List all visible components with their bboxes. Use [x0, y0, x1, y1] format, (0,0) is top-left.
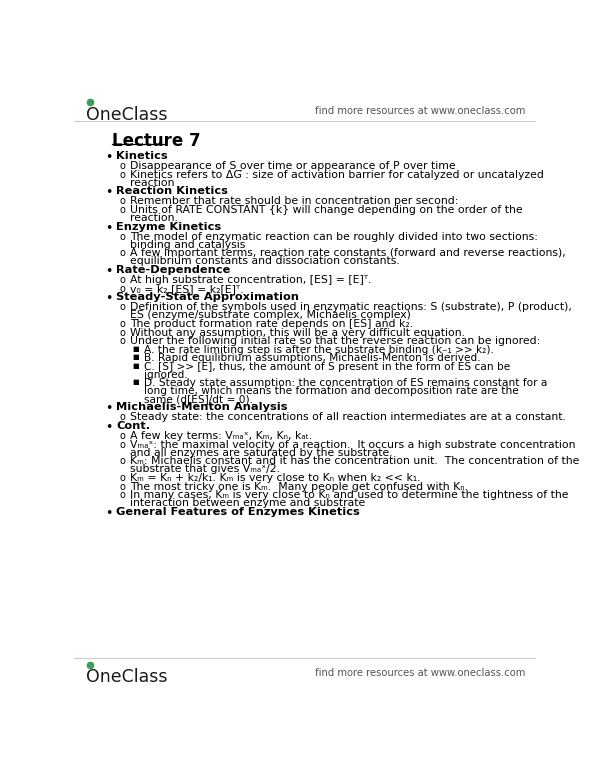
Text: General Features of Enzymes Kinetics: General Features of Enzymes Kinetics	[116, 507, 360, 517]
Text: The most tricky one is Kₘ.  Many people get confused with Kₙ.: The most tricky one is Kₘ. Many people g…	[130, 482, 468, 492]
Text: At high substrate concentration, [ES] = [E]ᵀ.: At high substrate concentration, [ES] = …	[130, 275, 371, 285]
Text: o: o	[120, 196, 125, 206]
Text: Disappearance of S over time or appearance of P over time: Disappearance of S over time or appearan…	[130, 161, 456, 171]
Text: and all enzymes are saturated by the substrate.: and all enzymes are saturated by the sub…	[130, 447, 393, 457]
Text: •: •	[105, 421, 112, 434]
Text: ■: ■	[133, 363, 139, 369]
Text: reaction: reaction	[130, 178, 175, 188]
Text: C. [S] >> [E], thus, the amount of S present in the form of ES can be: C. [S] >> [E], thus, the amount of S pre…	[144, 361, 511, 371]
Text: Lecture 7: Lecture 7	[112, 132, 200, 150]
Text: Rate-Dependence: Rate-Dependence	[116, 265, 231, 275]
Text: ES (enzyme/substrate complex, Michaelis complex): ES (enzyme/substrate complex, Michaelis …	[130, 310, 411, 320]
Text: same (d[ES]/dt = 0).: same (d[ES]/dt = 0).	[144, 394, 253, 404]
Text: •: •	[105, 507, 112, 520]
Text: long time, which means the formation and decomposition rate are the: long time, which means the formation and…	[144, 386, 519, 396]
Text: o: o	[120, 232, 125, 242]
Text: o: o	[120, 482, 125, 492]
Text: o: o	[120, 303, 125, 313]
Text: Units of RATE CONSTANT {k} will change depending on the order of the: Units of RATE CONSTANT {k} will change d…	[130, 205, 523, 215]
Text: o: o	[120, 327, 125, 337]
Text: The model of enzymatic reaction can be roughly divided into two sections:: The model of enzymatic reaction can be r…	[130, 232, 538, 242]
Text: equilibrium constants and dissociation constants.: equilibrium constants and dissociation c…	[130, 256, 400, 266]
Text: Reaction Kinetics: Reaction Kinetics	[116, 186, 228, 196]
Text: Remember that rate should be in concentration per second:: Remember that rate should be in concentr…	[130, 196, 459, 206]
Text: o: o	[120, 319, 125, 329]
Text: B. Rapid equilibrium assumptions, Michaelis-Menton is derived.: B. Rapid equilibrium assumptions, Michae…	[144, 353, 481, 363]
Text: In many cases, Kₘ is very close to Kₙ and used to determine the tightness of the: In many cases, Kₘ is very close to Kₙ an…	[130, 490, 569, 500]
Text: substrate that gives Vₘₐˣ/2.: substrate that gives Vₘₐˣ/2.	[130, 464, 280, 474]
Text: The product formation rate depends on [ES] and k₂.: The product formation rate depends on [E…	[130, 319, 414, 329]
Text: Cont.: Cont.	[116, 421, 151, 431]
Text: Kₘ = Kₙ + k₂/k₁. Kₘ is very close to Kₙ when k₂ << k₁.: Kₘ = Kₙ + k₂/k₁. Kₘ is very close to Kₙ …	[130, 473, 421, 483]
Text: find more resources at www.oneclass.com: find more resources at www.oneclass.com	[315, 668, 525, 678]
Text: •: •	[105, 293, 112, 305]
Text: Steady-State Approximation: Steady-State Approximation	[116, 293, 299, 303]
Text: •: •	[105, 186, 112, 199]
Text: o: o	[120, 336, 125, 346]
Text: •: •	[105, 403, 112, 415]
Text: o: o	[120, 490, 125, 500]
Text: Michaelis-Menton Analysis: Michaelis-Menton Analysis	[116, 403, 288, 413]
Text: o: o	[120, 473, 125, 483]
Text: ignored.: ignored.	[144, 370, 188, 380]
Text: ■: ■	[133, 354, 139, 360]
Text: D. Steady state assumption: the concentration of ES remains constant for a: D. Steady state assumption: the concentr…	[144, 378, 547, 388]
Text: o: o	[120, 169, 125, 179]
Text: A. the rate limiting step is after the substrate binding (k₋₁ >> k₂).: A. the rate limiting step is after the s…	[144, 345, 494, 355]
Text: binding and catalysis: binding and catalysis	[130, 239, 246, 249]
Text: ■: ■	[133, 379, 139, 385]
Text: Kₘ: Michaelis constant and it has the concentration unit.  The concentration of : Kₘ: Michaelis constant and it has the co…	[130, 457, 580, 467]
Text: A few important terms, reaction rate constants (forward and reverse reactions),: A few important terms, reaction rate con…	[130, 248, 566, 258]
Text: Under the following initial rate so that the reverse reaction can be ignored:: Under the following initial rate so that…	[130, 336, 540, 346]
Text: Enzyme Kinetics: Enzyme Kinetics	[116, 222, 221, 232]
Text: o: o	[120, 431, 125, 441]
Text: find more resources at www.oneclass.com: find more resources at www.oneclass.com	[315, 106, 525, 116]
Text: A few key terms: Vₘₐˣ, Kₘ, Kₙ, kₐₜ.: A few key terms: Vₘₐˣ, Kₘ, Kₙ, kₐₜ.	[130, 431, 312, 441]
Text: o: o	[120, 275, 125, 285]
Text: Kinetics refers to ΔG̅ : size of activation barrier for catalyzed or uncatalyzed: Kinetics refers to ΔG̅ : size of activat…	[130, 169, 544, 179]
Text: •: •	[105, 265, 112, 278]
Text: OneClass: OneClass	[86, 106, 168, 124]
Text: Kinetics: Kinetics	[116, 151, 168, 161]
Text: o: o	[120, 457, 125, 467]
Text: interaction between enzyme and substrate: interaction between enzyme and substrate	[130, 498, 365, 508]
Text: •: •	[105, 222, 112, 235]
Text: •: •	[105, 151, 112, 164]
Text: Definition of the symbols used in enzymatic reactions: S (substrate), P (product: Definition of the symbols used in enzyma…	[130, 303, 572, 313]
Text: o: o	[120, 413, 125, 423]
Text: o: o	[120, 161, 125, 171]
Text: Vₘₐˣ: the maximal velocity of a reaction.  It occurs a high substrate concentrat: Vₘₐˣ: the maximal velocity of a reaction…	[130, 440, 576, 450]
Text: o: o	[120, 283, 125, 293]
Text: o: o	[120, 440, 125, 450]
Text: o: o	[120, 205, 125, 215]
Text: OneClass: OneClass	[86, 668, 168, 686]
Text: reaction.: reaction.	[130, 213, 178, 223]
Text: Steady state: the concentrations of all reaction intermediates are at a constant: Steady state: the concentrations of all …	[130, 413, 566, 423]
Text: v₀ = k₂ [ES] = k₂[E]ᵀ.: v₀ = k₂ [ES] = k₂[E]ᵀ.	[130, 283, 244, 293]
Text: o: o	[120, 248, 125, 258]
Text: Without any assumption, this will be a very difficult equation.: Without any assumption, this will be a v…	[130, 327, 465, 337]
Text: ■: ■	[133, 346, 139, 352]
